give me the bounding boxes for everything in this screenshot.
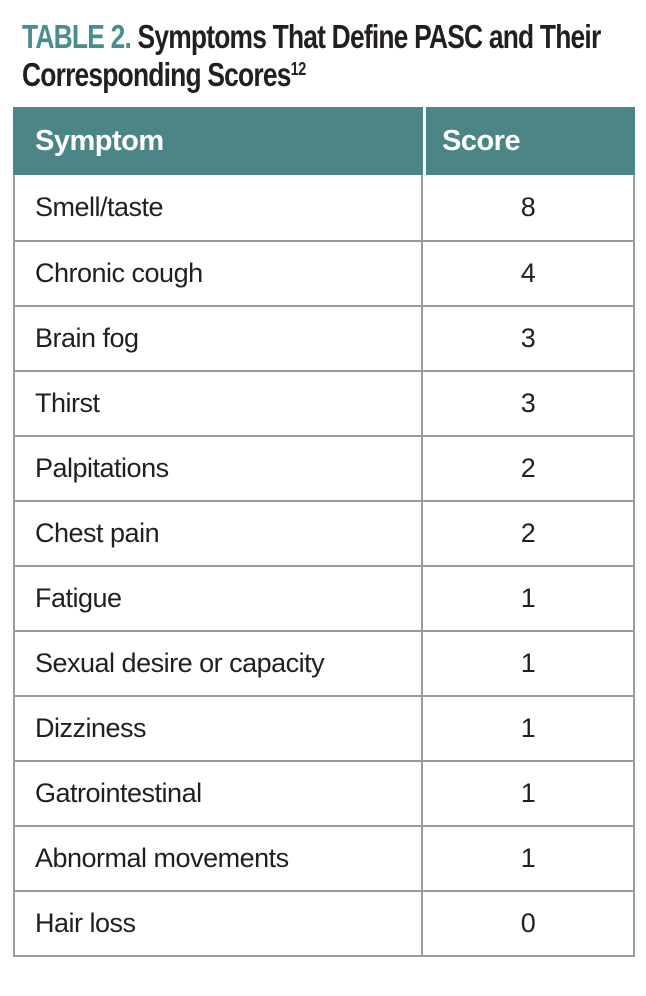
cell-symptom: Hair loss <box>15 892 423 955</box>
table-row: Sexual desire or capacity 1 <box>15 630 633 695</box>
cell-score: 0 <box>520 908 536 938</box>
page-title-line1: TABLE 2. Symptoms That Define PASC and T… <box>22 18 646 56</box>
cell-score: 1 <box>520 648 536 678</box>
cell-symptom: Dizziness <box>15 697 423 760</box>
table-row: Fatigue 1 <box>15 565 633 630</box>
table-row: Gatrointestinal 1 <box>15 760 633 825</box>
page-title-text-line2: Corresponding Scores <box>22 56 291 93</box>
table-row: Palpitations 2 <box>15 435 633 500</box>
page-title-line2: Corresponding Scores12 <box>22 56 646 99</box>
cell-symptom: Palpitations <box>15 437 423 500</box>
cell-symptom: Smell/taste <box>15 175 423 240</box>
cell-score: 2 <box>520 453 536 483</box>
table-number-label: TABLE 2. <box>22 18 132 55</box>
table-body: Smell/taste 8 Chronic cough 4 Brain fog … <box>13 175 635 957</box>
table-row: Chronic cough 4 <box>15 240 633 305</box>
cell-score: 3 <box>520 323 536 353</box>
cell-score: 1 <box>520 713 536 743</box>
header-cell-score: Score <box>423 107 635 175</box>
table-row: Dizziness 1 <box>15 695 633 760</box>
reference-superscript: 12 <box>290 59 307 79</box>
page-title-text: Symptoms That Define PASC and Their <box>137 18 602 55</box>
table-row: Hair loss 0 <box>15 890 633 955</box>
header-cell-symptom: Symptom <box>35 124 164 157</box>
cell-score: 2 <box>520 518 536 548</box>
cell-score: 3 <box>520 388 536 418</box>
cell-symptom: Fatigue <box>15 567 423 630</box>
cell-symptom: Gatrointestinal <box>15 762 423 825</box>
cell-symptom: Chest pain <box>15 502 423 565</box>
cell-score: 8 <box>520 192 536 222</box>
cell-score: 1 <box>520 843 536 873</box>
cell-score: 4 <box>520 258 536 288</box>
table-row: Smell/taste 8 <box>15 175 633 240</box>
cell-symptom: Abnormal movements <box>15 827 423 890</box>
table-row: Brain fog 3 <box>15 305 633 370</box>
table-row: Thirst 3 <box>15 370 633 435</box>
cell-score: 1 <box>520 778 536 808</box>
page-title: TABLE 2. Symptoms That Define PASC and T… <box>22 18 646 99</box>
cell-symptom: Sexual desire or capacity <box>15 632 423 695</box>
table-header-row: Symptom Score <box>13 107 635 175</box>
symptoms-score-table: Symptom Score Smell/taste 8 Chronic coug… <box>13 107 635 957</box>
cell-symptom: Chronic cough <box>15 242 423 305</box>
cell-symptom: Thirst <box>15 372 423 435</box>
table-row: Chest pain 2 <box>15 500 633 565</box>
table-row: Abnormal movements 1 <box>15 825 633 890</box>
cell-symptom: Brain fog <box>15 307 423 370</box>
cell-score: 1 <box>520 583 536 613</box>
